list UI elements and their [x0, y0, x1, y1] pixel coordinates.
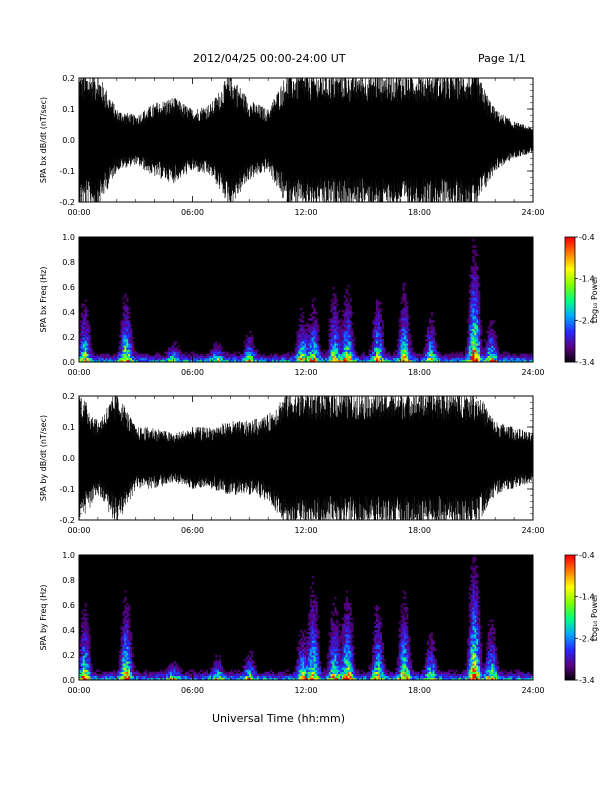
y-tick-label: 0.2 [62, 651, 75, 660]
y-tick-label: -0.1 [59, 167, 75, 176]
x-tick-label: 00:00 [67, 368, 90, 377]
y-axis-label: SPA by dB/dt (nT/sec) [39, 415, 48, 501]
colorbar-tick-label: -1.4 [579, 275, 595, 284]
x-tick-label: 24:00 [521, 686, 544, 695]
spectrogram [79, 555, 533, 680]
colorbar [564, 236, 576, 363]
y-tick-label: 0.4 [62, 308, 75, 317]
y-tick-label: -0.2 [59, 198, 75, 207]
colorbar-tick-label: -3.4 [579, 676, 595, 685]
waveform-trace [79, 396, 533, 520]
x-tick-label: 00:00 [67, 686, 90, 695]
y-tick-label: 0.8 [62, 258, 75, 267]
colorbar-tick-label: -2.4 [579, 634, 595, 643]
y-tick-label: 0.2 [62, 333, 75, 342]
x-tick-label: 06:00 [181, 686, 204, 695]
x-tick-label: 06:00 [181, 368, 204, 377]
x-tick-label: 18:00 [408, 526, 431, 535]
y-tick-label: 0.8 [62, 576, 75, 585]
waveform-trace [79, 78, 533, 202]
y-tick-label: 0.1 [62, 105, 75, 114]
y-tick-label: 0.2 [62, 74, 75, 83]
colorbar-tick-label: -0.4 [579, 551, 595, 560]
colorbar-tick-label: -3.4 [579, 358, 595, 367]
x-tick-label: 12:00 [294, 368, 317, 377]
x-tick-label: 24:00 [521, 208, 544, 217]
x-tick-label: 00:00 [67, 208, 90, 217]
y-tick-label: 0.1 [62, 423, 75, 432]
y-tick-label: 1.0 [62, 551, 75, 560]
y-tick-label: 0.0 [62, 454, 75, 463]
x-tick-label: 12:00 [294, 208, 317, 217]
x-tick-label: 18:00 [408, 208, 431, 217]
y-tick-label: 1.0 [62, 233, 75, 242]
y-tick-label: 0.0 [62, 358, 75, 367]
colorbar-label: Log₁₀ Power [590, 275, 599, 323]
y-tick-label: 0.2 [62, 392, 75, 401]
spectrogram [79, 237, 533, 362]
colorbar-tick-label: -1.4 [579, 593, 595, 602]
y-axis-label: SPA bx dB/dt (nT/sec) [39, 97, 48, 183]
colorbar-tick-label: -2.4 [579, 316, 595, 325]
y-axis-label: SPA bx Freq (Hz) [39, 267, 48, 333]
x-tick-label: 18:00 [408, 686, 431, 695]
y-tick-label: 0.0 [62, 676, 75, 685]
y-axis-label: SPA by Freq (Hz) [39, 585, 48, 651]
colorbar [564, 554, 576, 681]
page-number: Page 1/1 [478, 52, 526, 65]
x-tick-label: 12:00 [294, 526, 317, 535]
x-tick-label: 24:00 [521, 368, 544, 377]
y-tick-label: -0.1 [59, 485, 75, 494]
x-tick-label: 00:00 [67, 526, 90, 535]
x-tick-label: 24:00 [521, 526, 544, 535]
x-tick-label: 18:00 [408, 368, 431, 377]
y-tick-label: 0.4 [62, 626, 75, 635]
y-tick-label: 0.6 [62, 601, 75, 610]
x-axis-label: Universal Time (hh:mm) [212, 712, 345, 725]
y-tick-label: 0.6 [62, 283, 75, 292]
y-tick-label: 0.0 [62, 136, 75, 145]
colorbar-label: Log₁₀ Power [590, 593, 599, 641]
x-tick-label: 06:00 [181, 208, 204, 217]
colorbar-tick-label: -0.4 [579, 233, 595, 242]
page-title: 2012/04/25 00:00-24:00 UT [193, 52, 346, 65]
x-tick-label: 06:00 [181, 526, 204, 535]
x-tick-label: 12:00 [294, 686, 317, 695]
y-tick-label: -0.2 [59, 516, 75, 525]
